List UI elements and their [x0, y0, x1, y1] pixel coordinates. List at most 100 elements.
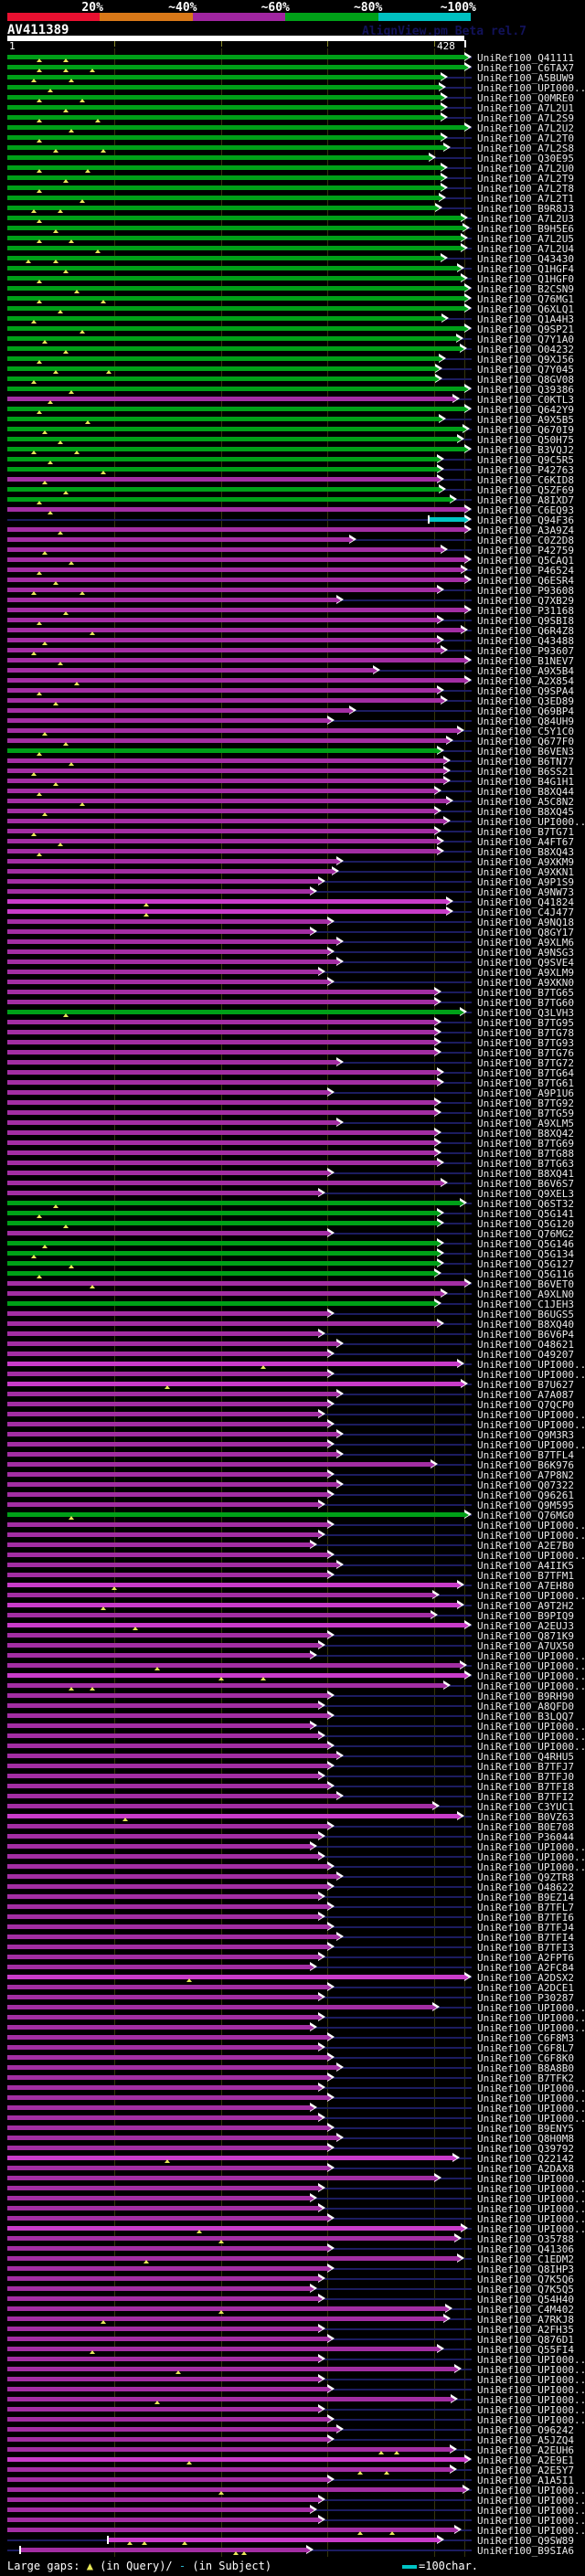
subject-label[interactable]: UniRef100_B7TG72 — [477, 1057, 574, 1069]
subject-label[interactable]: UniRef100_Q9ZTR8 — [477, 1871, 574, 1883]
alignment-bar[interactable] — [7, 1774, 318, 1778]
alignment-bar[interactable] — [7, 1321, 437, 1326]
subject-label[interactable]: UniRef100_A7L2U4 — [477, 243, 574, 255]
alignment-bar[interactable] — [7, 1874, 336, 1879]
alignment-bar[interactable] — [7, 2518, 318, 2522]
alignment-bar[interactable] — [7, 1884, 328, 1889]
subject-label[interactable]: UniRef100_Q43488 — [477, 635, 574, 647]
subject-label[interactable]: UniRef100_UPI000.. — [477, 2083, 585, 2094]
subject-label[interactable]: UniRef100_C6KID8 — [477, 474, 574, 486]
alignment-bar[interactable] — [7, 316, 442, 321]
alignment-bar[interactable] — [7, 2387, 328, 2391]
subject-label[interactable]: UniRef100_Q5G141 — [477, 1208, 574, 1220]
alignment-bar[interactable] — [7, 507, 464, 512]
subject-label[interactable]: UniRef100_UPI000.. — [477, 2414, 585, 2426]
subject-label[interactable]: UniRef100_UPI000.. — [477, 1741, 585, 1753]
alignment-bar[interactable] — [7, 1864, 328, 1869]
alignment-bar[interactable] — [7, 2105, 310, 2110]
alignment-bar[interactable] — [7, 417, 439, 421]
alignment-bar[interactable] — [7, 839, 437, 843]
alignment-bar[interactable] — [7, 135, 441, 140]
alignment-bar[interactable] — [7, 708, 349, 713]
alignment-bar[interactable] — [7, 2186, 318, 2190]
alignment-bar[interactable] — [7, 467, 437, 472]
alignment-bar[interactable] — [7, 1402, 328, 1406]
subject-label[interactable]: UniRef100_C6F8K0 — [477, 2052, 574, 2064]
subject-label[interactable]: UniRef100_A9T2H2 — [477, 1600, 574, 1612]
subject-label[interactable]: UniRef100_B8XQ45 — [477, 806, 574, 818]
subject-label[interactable]: UniRef100_A7A087 — [477, 1389, 574, 1401]
alignment-bar[interactable] — [7, 186, 441, 190]
alignment-bar[interactable] — [7, 2085, 318, 2090]
alignment-bar[interactable] — [7, 2236, 455, 2241]
subject-label[interactable]: UniRef100_A9P1S9 — [477, 876, 574, 888]
subject-label[interactable]: UniRef100_UPI000.. — [477, 2022, 585, 2034]
alignment-bar[interactable] — [7, 477, 437, 482]
alignment-bar[interactable] — [7, 1201, 461, 1205]
alignment-bar[interactable] — [7, 2166, 328, 2170]
alignment-bar[interactable] — [7, 397, 453, 401]
subject-label[interactable]: UniRef100_UPI000.. — [477, 1550, 585, 1562]
alignment-bar[interactable] — [7, 2005, 432, 2009]
alignment-bar[interactable] — [7, 1060, 336, 1065]
subject-label[interactable]: UniRef100_Q22142 — [477, 2153, 574, 2165]
alignment-bar[interactable] — [7, 1593, 432, 1597]
subject-label[interactable]: UniRef100_Q5G116 — [477, 1268, 574, 1280]
alignment-bar[interactable] — [7, 1412, 318, 1416]
subject-label[interactable]: UniRef100_A7L2T9 — [477, 173, 574, 185]
alignment-bar[interactable] — [7, 1824, 328, 1829]
alignment-bar[interactable] — [7, 1472, 328, 1477]
alignment-bar[interactable] — [7, 2286, 310, 2291]
alignment-bar[interactable] — [7, 799, 447, 803]
subject-label[interactable]: UniRef100_P93608 — [477, 585, 574, 597]
subject-label[interactable]: UniRef100_Q41824 — [477, 896, 574, 908]
subject-label[interactable]: UniRef100_B9SIA6 — [477, 2545, 574, 2557]
alignment-bar[interactable] — [7, 246, 462, 250]
subject-label[interactable]: UniRef100_Q41111 — [477, 52, 574, 64]
alignment-bar[interactable] — [7, 1703, 318, 1708]
subject-label[interactable]: UniRef100_A3A9Z4 — [477, 525, 574, 536]
alignment-bar[interactable] — [7, 1603, 457, 1607]
alignment-bar[interactable] — [7, 2417, 328, 2422]
subject-label[interactable]: UniRef100_UPI000.. — [477, 2103, 585, 2115]
alignment-bar[interactable] — [7, 1020, 435, 1024]
subject-label[interactable]: UniRef100_UPI000.. — [477, 816, 585, 828]
subject-label[interactable]: UniRef100_B9EZ14 — [477, 1892, 574, 1903]
subject-label[interactable]: UniRef100_UPI000.. — [477, 1841, 585, 1853]
subject-label[interactable]: UniRef100_A7L2T0 — [477, 133, 574, 144]
subject-label[interactable]: UniRef100_UPI000.. — [477, 1650, 585, 1662]
subject-label[interactable]: UniRef100_B9H5E6 — [477, 223, 574, 235]
alignment-bar[interactable] — [7, 1130, 435, 1135]
subject-label[interactable]: UniRef100_O35788 — [477, 2233, 574, 2245]
subject-label[interactable]: UniRef100_UPI000.. — [477, 2193, 585, 2205]
alignment-bar[interactable] — [7, 175, 441, 180]
alignment-bar[interactable] — [7, 336, 456, 341]
alignment-bar[interactable] — [7, 356, 439, 361]
alignment-bar[interactable] — [7, 306, 464, 311]
alignment-bar[interactable] — [7, 165, 441, 170]
subject-label[interactable]: UniRef100_Q8GY17 — [477, 927, 574, 938]
alignment-bar[interactable] — [7, 990, 435, 994]
alignment-bar[interactable] — [7, 2447, 450, 2452]
alignment-bar[interactable] — [7, 698, 441, 703]
subject-label[interactable]: UniRef100_UPI000.. — [477, 2394, 585, 2406]
alignment-bar[interactable] — [7, 236, 462, 240]
alignment-bar[interactable] — [7, 2025, 310, 2030]
alignment-bar[interactable] — [7, 1482, 336, 1487]
subject-label[interactable]: UniRef100_Q5ZF69 — [477, 484, 574, 496]
alignment-bar[interactable] — [7, 769, 443, 773]
alignment-bar[interactable] — [7, 1362, 457, 1366]
subject-label[interactable]: UniRef100_Q876D1 — [477, 2334, 574, 2346]
alignment-bar[interactable] — [7, 598, 336, 602]
subject-label[interactable]: UniRef100_B3LQQ7 — [477, 1711, 574, 1723]
subject-label[interactable]: UniRef100_UPI000.. — [477, 1590, 585, 1602]
subject-label[interactable]: UniRef100_B7TG71 — [477, 826, 574, 838]
subject-label[interactable]: UniRef100_UPI000.. — [477, 82, 585, 94]
alignment-bar[interactable] — [7, 2035, 328, 2040]
subject-label[interactable]: UniRef100_A9P1U6 — [477, 1087, 574, 1099]
subject-label[interactable]: UniRef100_Q5G134 — [477, 1248, 574, 1260]
alignment-bar[interactable] — [7, 547, 441, 552]
alignment-bar[interactable] — [7, 2065, 336, 2070]
alignment-bar[interactable] — [7, 1613, 431, 1617]
subject-label[interactable]: UniRef100_Q39792 — [477, 2143, 574, 2155]
